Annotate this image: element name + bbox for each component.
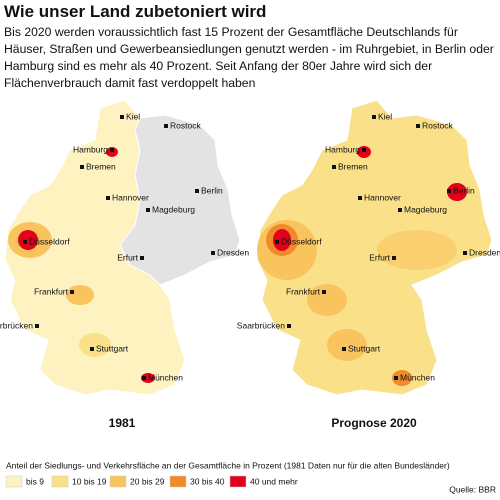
city-label: Frankfurt bbox=[286, 286, 321, 296]
city-label: Hamburg bbox=[73, 144, 108, 154]
city-label: Magdeburg bbox=[404, 204, 447, 214]
city-dot bbox=[106, 196, 110, 200]
city-label: Düsseldorf bbox=[29, 236, 70, 246]
city-label: Berlin bbox=[453, 185, 475, 195]
city-dot bbox=[322, 290, 326, 294]
map-1981 bbox=[4, 99, 241, 396]
city-dot bbox=[342, 347, 346, 351]
city-dot bbox=[372, 115, 376, 119]
legend-label: bis 9 bbox=[26, 476, 44, 486]
city-label: Saarbrücken bbox=[0, 320, 33, 330]
city-label: Hannover bbox=[112, 192, 149, 202]
city-label: Kiel bbox=[378, 111, 392, 121]
city-dot bbox=[164, 124, 168, 128]
city-label: München bbox=[400, 372, 435, 382]
city-label: Hannover bbox=[364, 192, 401, 202]
city-label: Hamburg bbox=[325, 144, 360, 154]
city-label: Dresden bbox=[469, 247, 500, 257]
city-dot bbox=[70, 290, 74, 294]
city-label: Rostock bbox=[170, 120, 201, 130]
city-label: Berlin bbox=[201, 185, 223, 195]
city-dot bbox=[90, 347, 94, 351]
city-label: Frankfurt bbox=[34, 286, 69, 296]
city-dot bbox=[392, 256, 396, 260]
city-label: Saarbrücken bbox=[237, 320, 285, 330]
legend-swatch bbox=[229, 475, 247, 488]
city-dot bbox=[211, 251, 215, 255]
city-dot bbox=[463, 251, 467, 255]
source: Quelle: BBR bbox=[449, 484, 496, 494]
city-dot bbox=[80, 165, 84, 169]
legend-label: 40 und mehr bbox=[250, 476, 298, 486]
city-label: Erfurt bbox=[369, 252, 390, 262]
city-dot bbox=[35, 324, 39, 328]
legend-swatch bbox=[5, 475, 23, 488]
city-dot bbox=[120, 115, 124, 119]
city-label: Stuttgart bbox=[348, 343, 381, 353]
city-dot bbox=[23, 240, 27, 244]
legend-label: 20 bis 29 bbox=[130, 476, 165, 486]
map-caption: 1981 bbox=[109, 416, 136, 430]
city-dot bbox=[146, 208, 150, 212]
city-dot bbox=[195, 189, 199, 193]
city-dot bbox=[362, 148, 366, 152]
city-label: Erfurt bbox=[117, 252, 138, 262]
city-dot bbox=[140, 256, 144, 260]
header: Wie unser Land zubetoniert wird Bis 2020… bbox=[4, 0, 496, 92]
city-dot bbox=[358, 196, 362, 200]
city-dot bbox=[447, 189, 451, 193]
city-label: Bremen bbox=[338, 161, 368, 171]
city-dot bbox=[110, 148, 114, 152]
city-label: Bremen bbox=[86, 161, 116, 171]
city-label: Magdeburg bbox=[152, 204, 195, 214]
legend-swatch bbox=[109, 475, 127, 488]
city-label: Stuttgart bbox=[96, 343, 129, 353]
legend-swatch bbox=[51, 475, 69, 488]
legend-label: 10 bis 19 bbox=[72, 476, 107, 486]
city-dot bbox=[416, 124, 420, 128]
map-2020 bbox=[256, 99, 493, 396]
title: Wie unser Land zubetoniert wird bbox=[4, 2, 267, 21]
city-dot bbox=[275, 240, 279, 244]
legend-title: Anteil der Siedlungs- und Verkehrsfläche… bbox=[6, 460, 450, 470]
intro: Bis 2020 werden voraussichtlich fast 15 … bbox=[4, 25, 494, 90]
city-label: München bbox=[148, 372, 183, 382]
city-label: Kiel bbox=[126, 111, 140, 121]
city-dot bbox=[394, 376, 398, 380]
legend-swatch bbox=[169, 475, 187, 488]
city-dot bbox=[398, 208, 402, 212]
map-caption: Prognose 2020 bbox=[331, 416, 417, 430]
city-dot bbox=[142, 376, 146, 380]
city-dot bbox=[287, 324, 291, 328]
city-dot bbox=[332, 165, 336, 169]
city-label: Rostock bbox=[422, 120, 453, 130]
legend-label: 30 bis 40 bbox=[190, 476, 225, 486]
city-label: Düsseldorf bbox=[281, 236, 322, 246]
city-label: Dresden bbox=[217, 247, 249, 257]
